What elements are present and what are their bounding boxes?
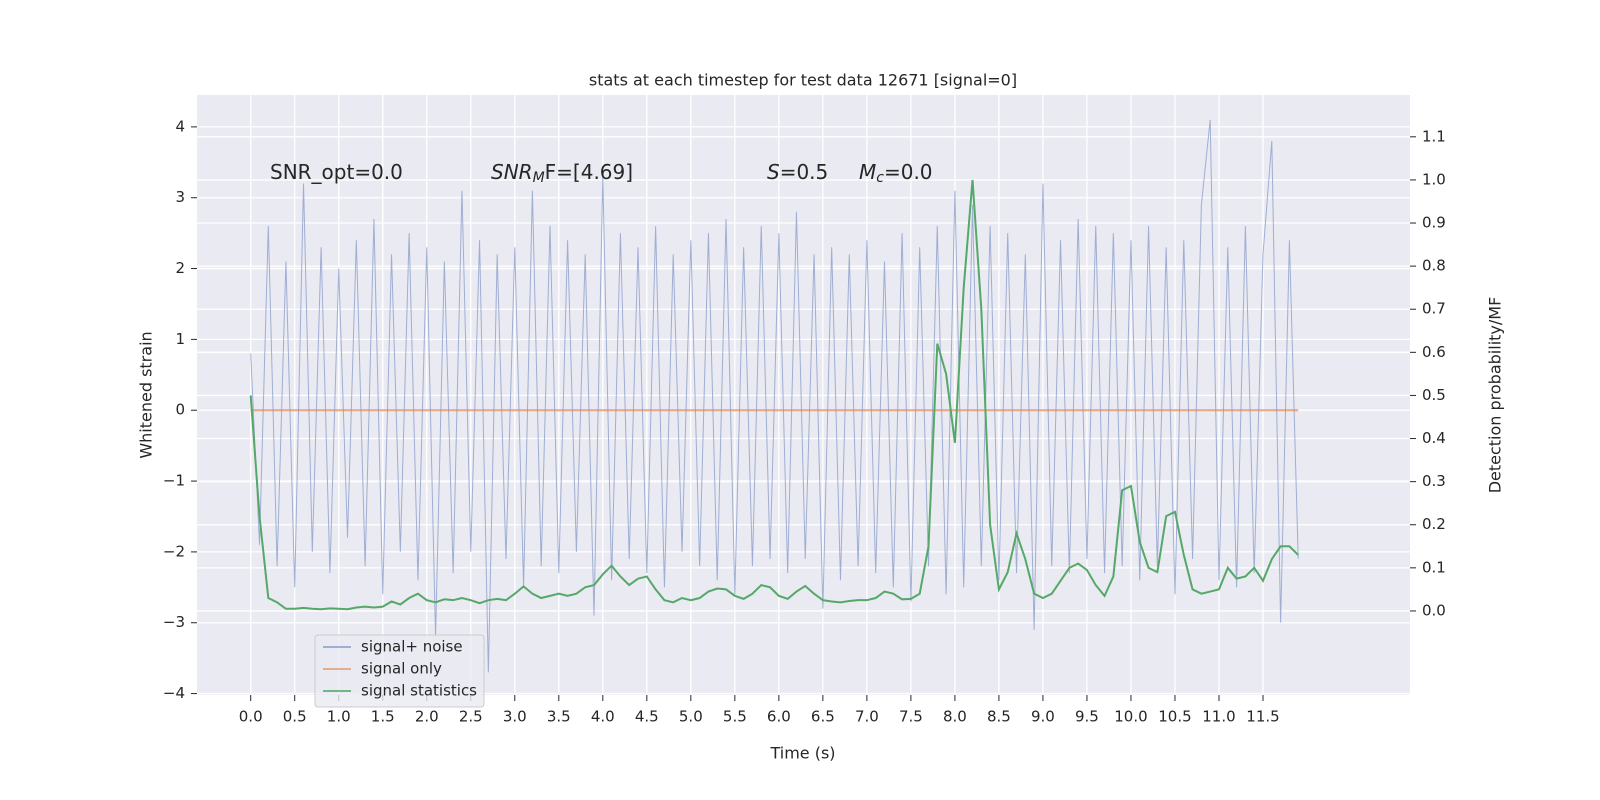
marks <box>249 119 1299 673</box>
x-tick-label: 11.0 <box>1202 708 1235 726</box>
y-tick-label: −3 <box>163 613 185 631</box>
x-tick-label: 4.0 <box>591 708 615 726</box>
x-tick-label: 1.5 <box>371 708 395 726</box>
y2-tick-label: 1.0 <box>1422 170 1446 188</box>
annotation: Mc=0.0 <box>859 160 933 187</box>
x-tick-label: 10.0 <box>1114 708 1147 726</box>
annotation-part: M <box>533 170 545 186</box>
legend <box>314 634 485 708</box>
y2-tick-label: 1.1 <box>1422 127 1446 145</box>
legend-label: signal only <box>361 660 442 678</box>
y2-tick-label: 0.4 <box>1422 429 1446 447</box>
x-tick-label: 6.0 <box>767 708 791 726</box>
annotation-part: =0.5 <box>780 160 829 184</box>
legend-label: signal+ noise <box>361 638 463 656</box>
y-tick-label: 3 <box>175 188 185 206</box>
x-tick-label: 7.0 <box>855 708 879 726</box>
x-tick-label: 0.0 <box>239 708 263 726</box>
y2-tick-label: 0.5 <box>1422 386 1446 404</box>
y2-tick-label: 0.1 <box>1422 558 1446 576</box>
y2-tick-label: 0.6 <box>1422 343 1446 361</box>
y-tick-label: 0 <box>175 401 185 419</box>
x-tick-label: 5.0 <box>679 708 703 726</box>
x-tick-label: 9.5 <box>1075 708 1099 726</box>
y2-tick-label: 0.7 <box>1422 300 1446 318</box>
annotation-part: S <box>767 160 780 184</box>
x-tick-label: 10.5 <box>1158 708 1191 726</box>
x-tick-label: 2.5 <box>459 708 483 726</box>
x-tick-label: 8.0 <box>943 708 967 726</box>
y-tick-label: 2 <box>175 259 185 277</box>
y2-tick-label: 0.8 <box>1422 257 1446 275</box>
x-tick-label: 8.5 <box>987 708 1011 726</box>
annotation-part: SNR_opt=0.0 <box>270 160 403 184</box>
x-axis-label: Time (s) <box>769 744 835 763</box>
x-tick-label: 11.5 <box>1246 708 1279 726</box>
y2-axis-label: Detection probability/MF <box>1486 297 1505 494</box>
chart-title: stats at each timestep for test data 126… <box>589 71 1017 90</box>
x-tick-label: 2.0 <box>415 708 439 726</box>
y-tick-label: −4 <box>163 684 185 702</box>
x-tick-label: 0.5 <box>283 708 307 726</box>
annotation-part: M <box>859 160 876 184</box>
y-tick-label: 4 <box>175 117 185 135</box>
x-tick-label: 6.5 <box>811 708 835 726</box>
annotation: SNRMF=[4.69] <box>491 160 633 187</box>
x-tick-label: 3.0 <box>503 708 527 726</box>
annotation: S=0.5 <box>767 160 828 184</box>
legend-label: signal statistics <box>361 682 477 700</box>
x-tick-label: 5.5 <box>723 708 747 726</box>
y-tick-label: 1 <box>175 330 185 348</box>
y2-tick-label: 0.2 <box>1422 515 1446 533</box>
annotation-part: c <box>876 170 884 186</box>
x-tick-label: 4.5 <box>635 708 659 726</box>
y2-tick-label: 0.0 <box>1422 601 1446 619</box>
x-tick-label: 9.0 <box>1031 708 1055 726</box>
y-tick-label: −2 <box>163 542 185 560</box>
y-axis-label: Whitened strain <box>137 331 156 458</box>
series-line <box>249 179 1299 611</box>
y2-tick-label: 0.3 <box>1422 472 1446 490</box>
x-tick-label: 1.0 <box>327 708 351 726</box>
series-line <box>250 119 1299 673</box>
annotation-part: SNR <box>491 160 533 184</box>
annotation-part: F=[4.69] <box>545 160 633 184</box>
annotation: SNR_opt=0.0 <box>270 160 403 184</box>
y2-tick-label: 0.9 <box>1422 214 1446 232</box>
annotation-part: =0.0 <box>884 160 933 184</box>
y-tick-label: −1 <box>163 472 185 490</box>
x-tick-label: 7.5 <box>899 708 923 726</box>
x-tick-label: 3.5 <box>547 708 571 726</box>
